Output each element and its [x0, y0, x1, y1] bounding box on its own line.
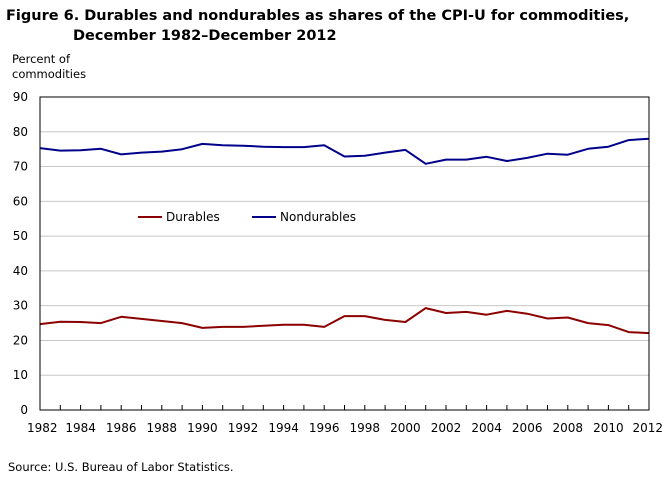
y-axis-label-line2: commodities — [12, 67, 87, 81]
y-tick-label: 30 — [13, 299, 28, 313]
chart-title-line1: Figure 6. Durables and nondurables as sh… — [6, 8, 630, 24]
y-tick-label: 70 — [13, 160, 28, 174]
gridlines — [40, 131, 649, 376]
y-axis-ticks: 0 10 20 30 40 50 60 70 80 90 — [13, 90, 28, 417]
x-tick-label: 1998 — [350, 421, 381, 435]
y-tick-label: 80 — [13, 125, 28, 139]
series-line-nondurables — [39, 137, 650, 165]
x-axis-ticks: 1982 1984 1986 1988 1990 1992 1994 1996 1998 2000… — [27, 405, 663, 435]
x-tick-label: 1992 — [228, 421, 259, 435]
x-tick-label: 1982 — [27, 421, 58, 435]
x-tick-label: 2000 — [390, 421, 421, 435]
chart-title-line2: December 1982–December 2012 — [73, 28, 337, 44]
x-tick-label: 2002 — [431, 421, 462, 435]
y-axis-label-line1: Percent of — [12, 52, 71, 66]
y-tick-label: 50 — [13, 229, 28, 243]
series-lines — [39, 137, 650, 335]
legend-label-nondurables: Nondurables — [280, 210, 356, 224]
x-tick-label: 2008 — [553, 421, 584, 435]
plot-frame — [39, 96, 650, 411]
x-tick-label: 1984 — [65, 421, 96, 435]
y-tick-label: 20 — [13, 333, 28, 347]
chart-title: Figure 6. Durables and nondurables as sh… — [6, 6, 629, 46]
x-tick-label: 1986 — [106, 421, 137, 435]
legend-label-durables: Durables — [166, 210, 220, 224]
x-tick-label: 1990 — [187, 421, 218, 435]
x-tick-label: 1996 — [309, 421, 340, 435]
x-tick-label: 2004 — [471, 421, 502, 435]
legend: Durables Nondurables — [138, 210, 356, 224]
y-tick-label: 10 — [13, 368, 28, 382]
y-tick-label: 90 — [13, 90, 28, 104]
x-tick-label: 1988 — [147, 421, 178, 435]
y-tick-label: 0 — [20, 403, 28, 417]
x-tick-label: 2012 — [632, 421, 663, 435]
series-line-durables — [39, 307, 650, 335]
y-tick-label: 40 — [13, 264, 28, 278]
x-tick-label: 2010 — [593, 421, 624, 435]
y-axis-label: Percent of commodities — [12, 52, 86, 82]
x-tick-label: 2006 — [512, 421, 543, 435]
x-tick-label: 1994 — [268, 421, 299, 435]
source-note: Source: U.S. Bureau of Labor Statistics. — [8, 460, 234, 474]
y-tick-label: 60 — [13, 194, 28, 208]
